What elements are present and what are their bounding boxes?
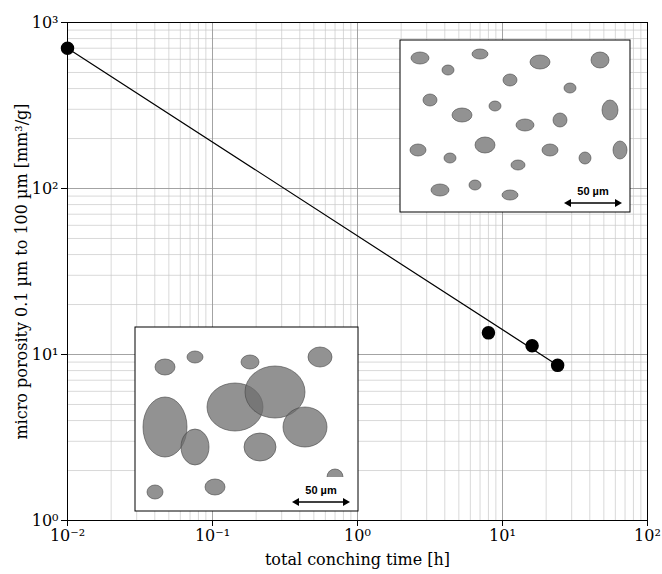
svg-text:10⁻²: 10⁻² (50, 526, 85, 545)
svg-text:10¹: 10¹ (32, 345, 59, 364)
svg-text:10¹: 10¹ (489, 526, 516, 545)
svg-text:10²: 10² (634, 526, 661, 545)
svg-text:10⁰: 10⁰ (344, 526, 371, 545)
svg-text:10⁰: 10⁰ (31, 510, 59, 530)
svg-text:10³: 10³ (32, 13, 59, 32)
svg-text:50 µm: 50 µm (305, 484, 337, 496)
svg-text:10²: 10² (32, 179, 59, 198)
svg-text:50 µm: 50 µm (577, 185, 609, 197)
svg-text:micro porosity 0.1 µm to 100 µ: micro porosity 0.1 µm to 100 µm [mm³/g] (12, 103, 31, 439)
svg-text:10⁻¹: 10⁻¹ (195, 526, 230, 545)
svg-text:total conching time [h]: total conching time [h] (265, 550, 450, 569)
